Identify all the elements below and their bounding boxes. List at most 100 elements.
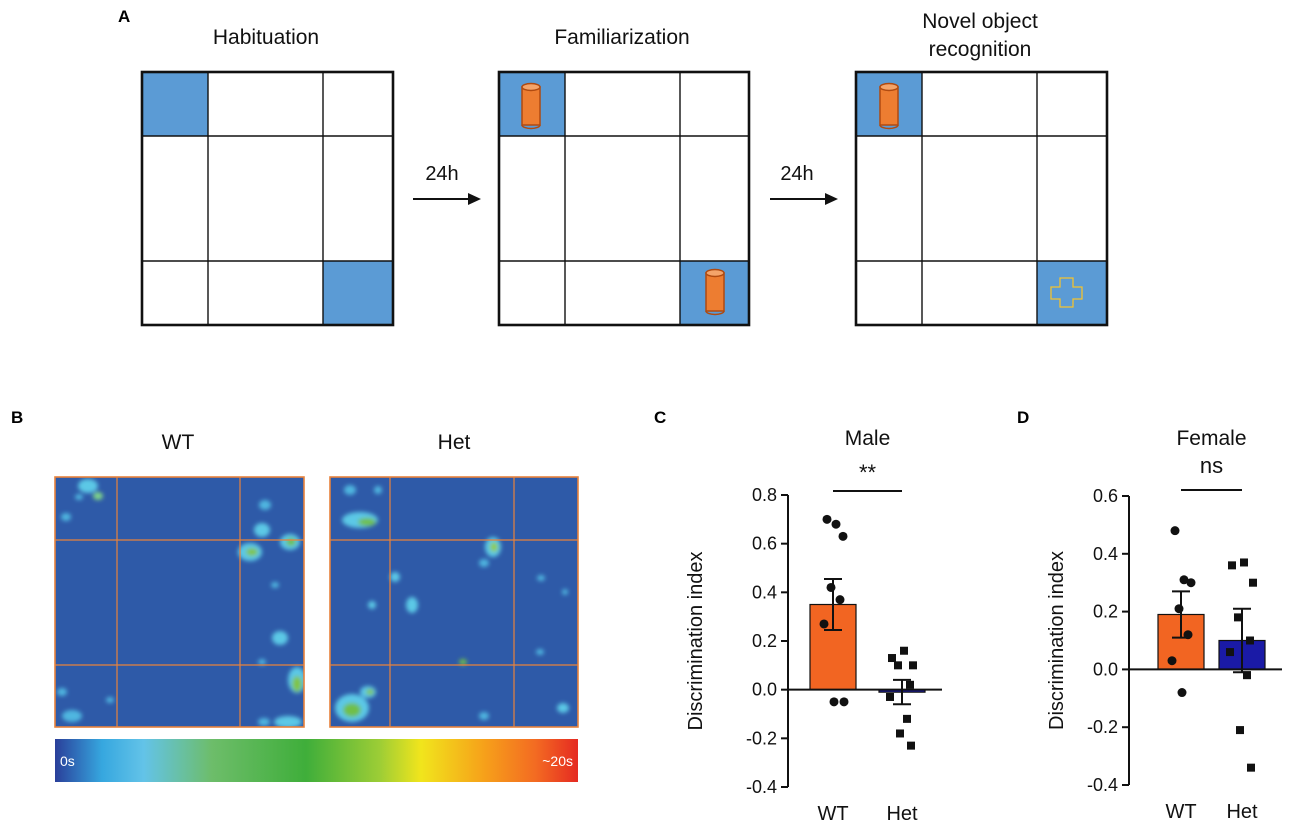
data-point-wt	[822, 514, 832, 524]
zone-top-left	[142, 72, 208, 136]
data-point-het	[1246, 636, 1254, 645]
data-point-het	[907, 741, 915, 750]
data-point-het	[888, 654, 896, 663]
significance-label: **	[859, 460, 877, 485]
heatmap-title-het: Het	[438, 431, 471, 454]
data-point-het	[1226, 648, 1234, 657]
data-point-wt	[1167, 656, 1177, 666]
panel-label-a: A	[118, 7, 130, 26]
stage-habituation: Habituation	[140, 26, 395, 327]
y-tick-label: 0.6	[1093, 486, 1118, 506]
y-tick-label: -0.2	[746, 728, 777, 748]
data-point-wt	[1183, 630, 1193, 640]
data-point-het	[909, 661, 917, 670]
significance-label: ns	[1200, 453, 1223, 478]
data-point-wt	[1177, 688, 1187, 698]
panel-label-d: D	[1017, 408, 1029, 427]
data-point-wt	[819, 619, 829, 629]
colorbar-min-label: 0s	[60, 753, 75, 769]
heatmap-colorbar: 0s ~20s	[55, 739, 578, 782]
stage-novel-object: Novel object recognition	[854, 10, 1109, 327]
data-point-het	[1247, 763, 1255, 772]
arrow-24h-2: 24h	[770, 163, 838, 205]
data-point-het	[900, 646, 908, 655]
stage-title: Familiarization	[554, 26, 689, 49]
arrow-head	[468, 193, 481, 205]
stage-title-line2: recognition	[929, 38, 1032, 61]
data-point-het	[1228, 561, 1236, 570]
cylinder-object-icon	[879, 82, 899, 130]
data-point-wt	[838, 531, 848, 541]
y-axis-label: Discrimination index	[685, 552, 707, 731]
data-point-het	[896, 729, 904, 738]
arrow-24h-1: 24h	[413, 163, 481, 205]
y-tick-label: 0.8	[752, 485, 777, 505]
x-tick-label: WT	[817, 803, 848, 825]
data-point-wt	[839, 697, 849, 707]
heatmap-title-wt: WT	[162, 431, 195, 454]
y-tick-label: 0.0	[1093, 659, 1118, 679]
arena-box	[854, 70, 1109, 327]
heatmap-hotspots	[335, 485, 569, 722]
x-tick-label: WT	[1165, 801, 1196, 823]
x-tick-label: Het	[886, 803, 918, 825]
chart-title: Male	[845, 427, 891, 450]
y-tick-label: 0.4	[1093, 544, 1118, 564]
arrow-label: 24h	[780, 163, 813, 185]
cylinder-object-icon	[705, 268, 725, 316]
colorbar-gradient	[55, 739, 578, 782]
panel-label-b: B	[11, 408, 23, 427]
chart-title: Female	[1176, 427, 1246, 450]
data-point-het	[1249, 578, 1257, 587]
arrow-label: 24h	[425, 163, 458, 185]
data-point-wt	[835, 595, 845, 605]
data-point-het	[1234, 613, 1242, 622]
heatmap-border	[54, 476, 305, 728]
data-point-wt	[1174, 604, 1184, 614]
y-tick-label: -0.4	[746, 777, 777, 797]
stage-familiarization: Familiarization	[497, 26, 751, 327]
x-tick-label: Het	[1226, 801, 1258, 823]
data-point-het	[903, 714, 911, 723]
y-tick-label: -0.2	[1087, 717, 1118, 737]
novel-cross-object-icon	[1050, 277, 1083, 308]
data-point-het	[886, 692, 894, 701]
data-point-wt	[1179, 575, 1189, 585]
heatmap-border	[329, 476, 579, 728]
y-tick-label: 0.4	[752, 582, 777, 602]
colorbar-max-label: ~20s	[542, 753, 573, 769]
data-point-wt	[1170, 526, 1180, 536]
heatmap-het	[329, 476, 579, 728]
data-point-wt	[829, 697, 839, 707]
data-point-wt	[1186, 578, 1196, 588]
y-axis-label: Discrimination index	[1046, 551, 1068, 730]
data-point-het	[906, 680, 914, 689]
zone-bottom-right	[323, 261, 393, 325]
data-point-wt	[826, 582, 836, 592]
heatmap-wt	[54, 476, 305, 728]
data-point-het	[1240, 558, 1248, 567]
heatmap-background	[55, 477, 304, 727]
chart-male: Male Discrimination index -0.4 -0.2 0.0 0.2 0.…	[685, 427, 942, 825]
panel-label-c: C	[654, 408, 666, 427]
y-tick-label: 0.6	[752, 534, 777, 554]
arena-box	[497, 70, 751, 327]
heatmap-hotspots	[57, 479, 304, 727]
stage-title-line1: Novel object	[922, 10, 1038, 33]
y-tick-label: 0.2	[752, 631, 777, 651]
cylinder-object-icon	[521, 82, 541, 130]
y-tick-label: 0.0	[752, 680, 777, 700]
y-tick-label: 0.2	[1093, 602, 1118, 622]
chart-female: Female Discrimination index -0.4 -0.2 0.0 0.2…	[1046, 427, 1282, 823]
y-tick-label: -0.4	[1087, 775, 1118, 795]
data-point-het	[1236, 726, 1244, 735]
arena-box	[140, 70, 395, 327]
stage-title: Habituation	[213, 26, 319, 49]
arrow-head	[825, 193, 838, 205]
zone-bottom-right	[1037, 261, 1107, 325]
data-point-het	[894, 661, 902, 670]
data-point-wt	[831, 519, 841, 529]
data-point-het	[1243, 671, 1251, 680]
